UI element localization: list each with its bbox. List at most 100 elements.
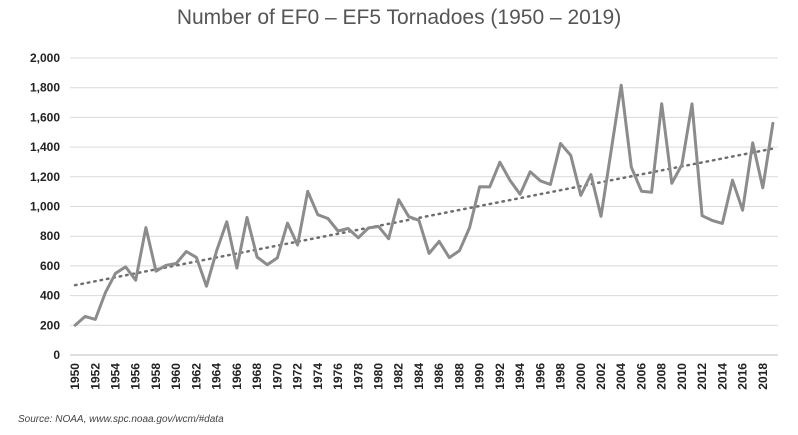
data-point bbox=[427, 252, 431, 255]
data-point bbox=[195, 256, 198, 259]
x-tick-label: 2010 bbox=[675, 363, 689, 390]
data-point bbox=[569, 154, 572, 157]
data-point bbox=[316, 213, 319, 216]
x-tick-label: 1984 bbox=[412, 363, 426, 390]
data-point bbox=[185, 250, 188, 253]
x-tick-label: 1976 bbox=[331, 363, 345, 390]
source-note: Source: NOAA, www.spc.noaa.gov/wcm/#data bbox=[18, 414, 224, 425]
data-point bbox=[144, 226, 148, 229]
data-point bbox=[377, 225, 380, 228]
data-point bbox=[468, 226, 471, 230]
data-point bbox=[225, 220, 228, 223]
trendline-layer bbox=[73, 147, 775, 287]
y-tick-label: 1,800 bbox=[30, 81, 60, 95]
x-tick-label: 2000 bbox=[574, 363, 588, 390]
data-point bbox=[326, 217, 330, 220]
data-point bbox=[73, 323, 77, 327]
x-tick-label: 1960 bbox=[169, 363, 183, 390]
data-point bbox=[488, 185, 491, 189]
x-tick-label: 1962 bbox=[189, 363, 203, 390]
x-tick-label: 1978 bbox=[351, 363, 365, 390]
trendline bbox=[73, 147, 775, 287]
x-tick-label: 1982 bbox=[392, 363, 406, 390]
data-point bbox=[255, 255, 259, 259]
data-point bbox=[508, 179, 512, 182]
data-point bbox=[367, 226, 370, 230]
x-tick-label: 1958 bbox=[149, 363, 163, 390]
x-tick-label: 1992 bbox=[493, 363, 507, 390]
y-tick-label: 800 bbox=[40, 229, 60, 243]
chart-title: Number of EF0 – EF5 Tornadoes (1950 – 20… bbox=[176, 6, 622, 29]
data-point bbox=[458, 249, 461, 252]
x-tick-label: 2016 bbox=[736, 363, 750, 390]
x-tick-label: 1956 bbox=[129, 363, 143, 390]
x-tick-label: 1996 bbox=[533, 363, 547, 390]
data-point bbox=[215, 249, 218, 252]
x-tick-label: 1988 bbox=[452, 363, 466, 390]
data-point bbox=[640, 190, 643, 193]
data-point bbox=[124, 265, 127, 269]
data-point bbox=[670, 182, 673, 185]
x-tick-label: 1952 bbox=[88, 363, 102, 390]
x-tick-label: 1998 bbox=[554, 363, 568, 390]
data-point bbox=[104, 291, 107, 294]
x-tick-label: 1972 bbox=[291, 363, 305, 390]
x-tick-label: 1970 bbox=[270, 363, 284, 390]
x-tick-label: 2002 bbox=[594, 363, 608, 390]
data-point bbox=[680, 163, 684, 166]
data-point bbox=[630, 165, 633, 169]
data-point bbox=[751, 141, 754, 144]
data-point bbox=[266, 263, 269, 266]
data-point bbox=[559, 142, 562, 145]
data-point bbox=[346, 227, 350, 230]
data-point bbox=[589, 173, 593, 176]
data-point bbox=[235, 266, 239, 270]
x-tick-label: 1986 bbox=[432, 363, 446, 390]
data-point bbox=[448, 256, 451, 259]
data-point bbox=[518, 193, 522, 196]
gridlines bbox=[70, 57, 778, 356]
data-point bbox=[306, 190, 309, 193]
data-point bbox=[529, 170, 532, 173]
data-point bbox=[276, 256, 279, 260]
x-tick-label: 1954 bbox=[109, 363, 123, 390]
x-tick-label: 1990 bbox=[473, 363, 487, 390]
data-point bbox=[478, 185, 481, 188]
data-point bbox=[437, 240, 441, 243]
data-point bbox=[286, 221, 289, 225]
data-point bbox=[417, 219, 421, 222]
data-point bbox=[134, 278, 137, 282]
y-tick-label: 1,400 bbox=[30, 140, 60, 154]
data-point bbox=[660, 102, 663, 105]
data-point bbox=[336, 229, 340, 233]
data-point bbox=[771, 122, 775, 125]
x-axis-tick-labels: 1950 1952 1954 1956 1958 1960 1962 1964 1966 1968… bbox=[68, 363, 770, 390]
series-layer bbox=[73, 83, 775, 327]
data-point bbox=[761, 186, 765, 189]
data-point bbox=[741, 209, 744, 212]
x-tick-label: 2012 bbox=[695, 363, 709, 390]
y-tick-label: 1,000 bbox=[30, 200, 60, 214]
data-point bbox=[114, 272, 117, 275]
data-point bbox=[731, 179, 734, 182]
data-point bbox=[357, 236, 360, 240]
data-point bbox=[599, 215, 603, 218]
y-tick-label: 0 bbox=[53, 348, 60, 362]
data-point bbox=[94, 318, 97, 321]
x-tick-label: 1968 bbox=[250, 363, 264, 390]
data-point bbox=[154, 270, 158, 273]
y-tick-label: 1,600 bbox=[30, 110, 60, 124]
data-point bbox=[609, 149, 613, 153]
data-point bbox=[579, 194, 582, 197]
x-tick-label: 2004 bbox=[614, 363, 628, 390]
data-point bbox=[620, 83, 623, 87]
x-tick-label: 2014 bbox=[715, 363, 729, 390]
data-point bbox=[700, 214, 704, 217]
x-tick-label: 1964 bbox=[210, 363, 224, 390]
y-tick-label: 200 bbox=[40, 318, 60, 332]
data-point bbox=[245, 216, 249, 219]
data-point bbox=[549, 183, 552, 186]
x-tick-label: 1974 bbox=[311, 363, 325, 390]
x-tick-label: 2006 bbox=[634, 363, 648, 390]
